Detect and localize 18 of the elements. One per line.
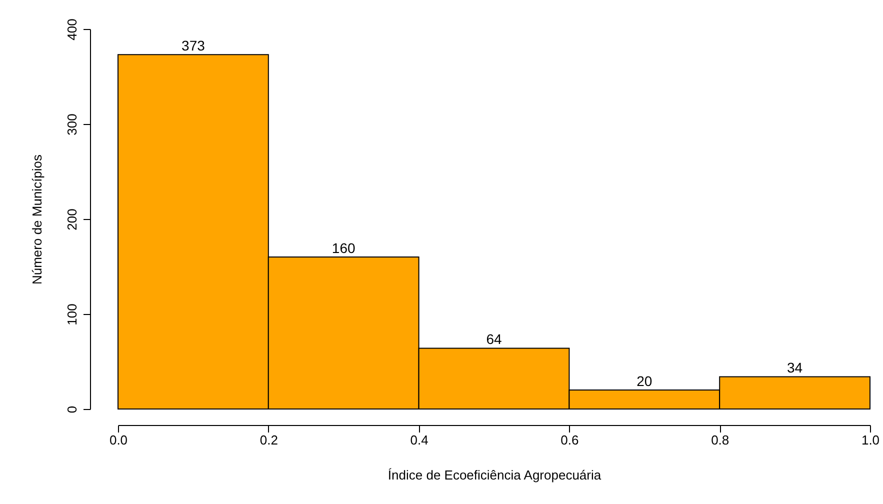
x-tick-label: 0.4 xyxy=(410,432,428,448)
x-tick-label: 0.6 xyxy=(560,432,579,448)
data-label: 64 xyxy=(486,331,502,348)
y-tick-label: 100 xyxy=(64,304,80,326)
data-label: 20 xyxy=(636,373,652,389)
data-label: 34 xyxy=(787,360,803,376)
x-tick-label: 0.0 xyxy=(109,432,128,448)
x-tick-label: 0.2 xyxy=(260,432,278,448)
y-tick-label: 0 xyxy=(64,406,80,414)
y-tick-label: 400 xyxy=(64,18,80,40)
data-label: 373 xyxy=(182,38,206,54)
x-tick-label: 0.8 xyxy=(711,432,730,448)
x-tick-label: 1.0 xyxy=(861,432,880,448)
x-axis-title: Índice de Ecoeficiência Agropecuária xyxy=(388,468,602,482)
data-label: 160 xyxy=(332,240,356,256)
y-tick-label: 300 xyxy=(64,114,80,136)
y-tick-label: 200 xyxy=(64,208,80,230)
y-axis-title: Número de Municípios xyxy=(30,154,44,285)
